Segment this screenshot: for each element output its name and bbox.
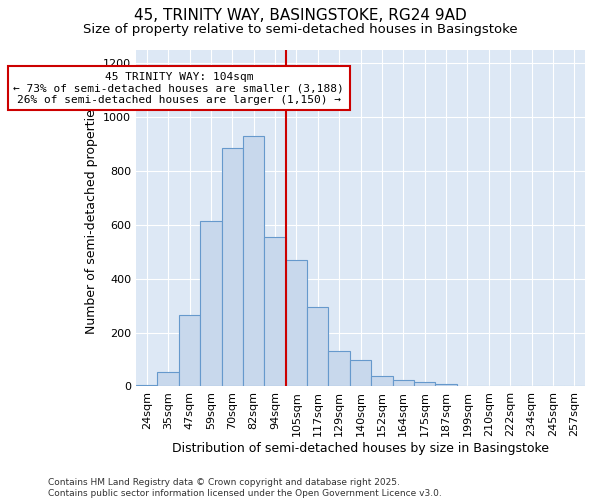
Bar xyxy=(243,136,265,386)
Bar xyxy=(157,372,179,386)
Text: Contains HM Land Registry data © Crown copyright and database right 2025.
Contai: Contains HM Land Registry data © Crown c… xyxy=(48,478,442,498)
Bar xyxy=(350,360,371,386)
Bar xyxy=(371,376,392,386)
Y-axis label: Number of semi-detached properties: Number of semi-detached properties xyxy=(85,102,98,334)
Text: Size of property relative to semi-detached houses in Basingstoke: Size of property relative to semi-detach… xyxy=(83,22,517,36)
Bar xyxy=(414,382,436,386)
Bar xyxy=(136,385,157,386)
Bar xyxy=(265,237,286,386)
Text: 45, TRINITY WAY, BASINGSTOKE, RG24 9AD: 45, TRINITY WAY, BASINGSTOKE, RG24 9AD xyxy=(134,8,466,22)
Bar xyxy=(436,384,457,386)
Text: 45 TRINITY WAY: 104sqm
← 73% of semi-detached houses are smaller (3,188)
26% of : 45 TRINITY WAY: 104sqm ← 73% of semi-det… xyxy=(13,72,344,104)
X-axis label: Distribution of semi-detached houses by size in Basingstoke: Distribution of semi-detached houses by … xyxy=(172,442,549,455)
Bar xyxy=(307,307,328,386)
Bar xyxy=(179,315,200,386)
Bar xyxy=(286,260,307,386)
Bar xyxy=(328,352,350,386)
Bar xyxy=(200,221,221,386)
Bar xyxy=(221,148,243,386)
Bar xyxy=(392,380,414,386)
